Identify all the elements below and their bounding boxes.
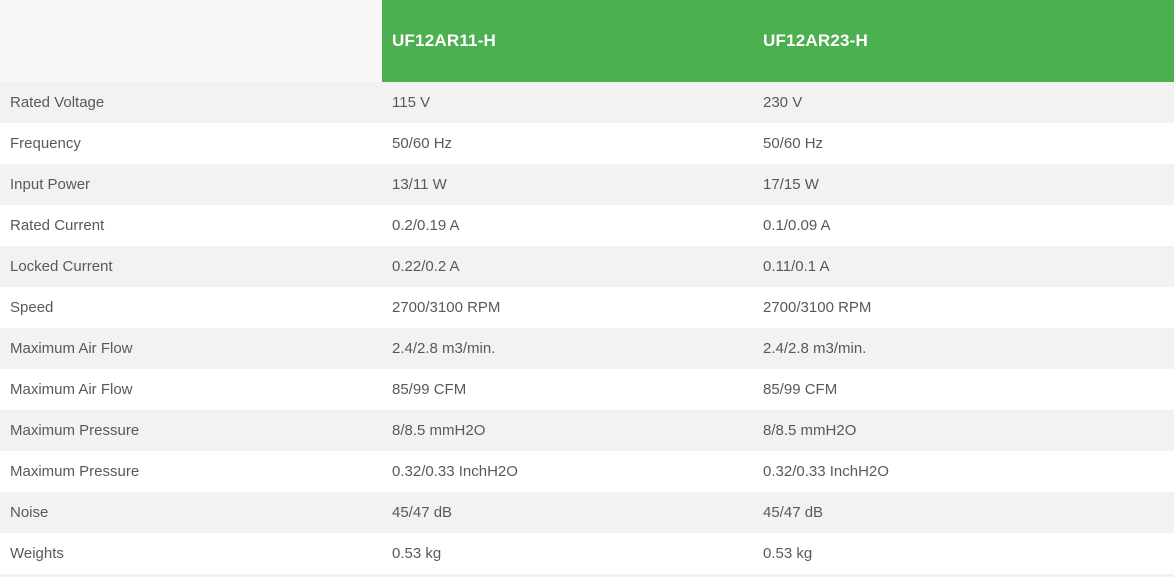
spec-label: Rated Voltage xyxy=(10,94,105,111)
spec-label: Frequency xyxy=(10,135,81,152)
spec-value-uf12ar11h: 0.53 kg xyxy=(392,545,442,562)
column-header-uf12ar11h: UF12AR11-H xyxy=(382,0,753,82)
table-row-input-power: Input Power 13/11 W 17/15 W xyxy=(0,164,1174,205)
table-row-weights: Weights 0.53 kg 0.53 kg xyxy=(0,533,1174,574)
table-row-max-pressure-mm: Maximum Pressure 8/8.5 mmH2O 8/8.5 mmH2O xyxy=(0,410,1174,451)
table-row-max-pressure-inch: Maximum Pressure 0.32/0.33 InchH2O 0.32/… xyxy=(0,451,1174,492)
spec-value-uf12ar11h: 2.4/2.8 m3/min. xyxy=(392,340,496,357)
spec-label: Rated Current xyxy=(10,217,105,234)
spec-value-uf12ar23h: 0.53 kg xyxy=(763,545,813,562)
spec-value-uf12ar11h: 115 V xyxy=(392,94,431,111)
spec-value-uf12ar23h: 45/47 dB xyxy=(763,504,824,521)
spec-value-uf12ar23h: 0.11/0.1 A xyxy=(763,258,830,275)
spec-value-uf12ar11h: 85/99 CFM xyxy=(392,381,467,398)
table-row-rated-current: Rated Current 0.2/0.19 A 0.1/0.09 A xyxy=(0,205,1174,246)
table-header-row: UF12AR11-H UF12AR23-H xyxy=(0,0,1174,82)
table-row-rated-voltage: Rated Voltage 115 V 230 V xyxy=(0,82,1174,123)
spec-value-uf12ar11h: 45/47 dB xyxy=(392,504,453,521)
table-row-speed: Speed 2700/3100 RPM 2700/3100 RPM xyxy=(0,287,1174,328)
spec-value-uf12ar23h: 0.32/0.33 InchH2O xyxy=(763,463,889,480)
table-row-locked-current: Locked Current 0.22/0.2 A 0.11/0.1 A xyxy=(0,246,1174,287)
spec-value-uf12ar23h: 17/15 W xyxy=(763,176,819,193)
spec-value-uf12ar11h: 8/8.5 mmH2O xyxy=(392,422,486,439)
spec-value-uf12ar11h: 0.22/0.2 A xyxy=(392,258,460,275)
table-row-noise: Noise 45/47 dB 45/47 dB xyxy=(0,492,1174,533)
spec-value-uf12ar23h: 85/99 CFM xyxy=(763,381,838,398)
spec-value-uf12ar11h: 50/60 Hz xyxy=(392,135,453,152)
table-row-max-air-flow-cfm: Maximum Air Flow 85/99 CFM 85/99 CFM xyxy=(0,369,1174,410)
spec-label: Maximum Pressure xyxy=(10,463,140,480)
spec-value-uf12ar11h: 13/11 W xyxy=(392,176,447,193)
spec-label: Input Power xyxy=(10,176,91,193)
spec-label: Locked Current xyxy=(10,258,113,275)
spec-value-uf12ar11h: 0.2/0.19 A xyxy=(392,217,460,234)
table-row-frequency: Frequency 50/60 Hz 50/60 Hz xyxy=(0,123,1174,164)
spec-value-uf12ar23h: 230 V xyxy=(763,94,803,111)
spec-label: Noise xyxy=(10,504,49,521)
next-row-partial-strip xyxy=(0,574,1174,577)
header-corner-cell xyxy=(0,0,382,82)
spec-value-uf12ar23h: 2.4/2.8 m3/min. xyxy=(763,340,867,357)
spec-value-uf12ar23h: 50/60 Hz xyxy=(763,135,824,152)
spec-value-uf12ar23h: 0.1/0.09 A xyxy=(763,217,831,234)
spec-label: Weights xyxy=(10,545,64,562)
table-row-max-air-flow-metric: Maximum Air Flow 2.4/2.8 m3/min. 2.4/2.8… xyxy=(0,328,1174,369)
spec-label: Maximum Pressure xyxy=(10,422,140,439)
spec-label: Speed xyxy=(10,299,54,316)
spec-value-uf12ar11h: 2700/3100 RPM xyxy=(392,299,501,316)
spec-value-uf12ar23h: 8/8.5 mmH2O xyxy=(763,422,857,439)
column-header-uf12ar23h: UF12AR23-H xyxy=(753,0,1174,82)
spec-label: Maximum Air Flow xyxy=(10,340,133,357)
spec-value-uf12ar11h: 0.32/0.33 InchH2O xyxy=(392,463,518,480)
spec-label: Maximum Air Flow xyxy=(10,381,133,398)
spec-value-uf12ar23h: 2700/3100 RPM xyxy=(763,299,872,316)
